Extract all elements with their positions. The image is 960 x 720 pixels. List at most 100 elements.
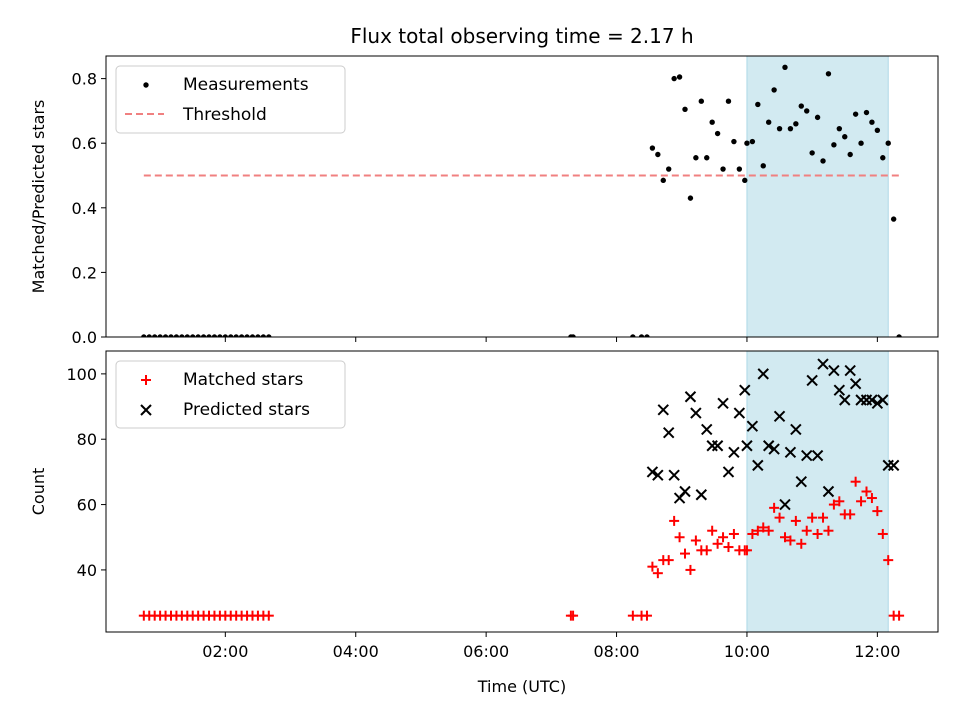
x-marker-b	[679, 485, 691, 498]
x-data-point	[833, 384, 846, 396]
x-marker-b	[652, 469, 664, 481]
x-data-point	[806, 374, 818, 387]
data-point	[755, 101, 761, 108]
data-point	[749, 138, 756, 145]
plus-data-point	[774, 512, 785, 523]
x-data-point	[663, 426, 675, 439]
plus-data-point	[685, 564, 696, 575]
data-point	[736, 166, 743, 172]
data-point	[704, 155, 710, 161]
plus-data-point	[627, 610, 638, 621]
x-data-point	[817, 358, 829, 370]
x-marker-b	[871, 397, 884, 409]
x-data-point	[779, 498, 791, 511]
plus-data-point	[641, 610, 652, 621]
data-point	[698, 98, 705, 104]
plus-data-point	[747, 528, 758, 539]
x-tick-label: 12:00	[854, 642, 900, 661]
data-point	[825, 71, 832, 77]
x-marker-b	[657, 404, 669, 416]
data-point	[863, 109, 870, 116]
data-point	[809, 150, 815, 156]
x-marker-b	[833, 384, 846, 396]
x-marker-b	[849, 377, 862, 390]
y-tick-label: 0.6	[72, 134, 97, 153]
plus-data-point	[872, 506, 883, 517]
data-point	[714, 130, 721, 137]
plus-data-point	[845, 509, 856, 520]
x-data-point	[822, 485, 835, 498]
x-marker-b	[690, 407, 702, 419]
x-marker-b	[795, 475, 807, 488]
axes-frame	[105, 350, 939, 633]
series-measurements	[141, 64, 902, 337]
data-point	[765, 119, 772, 125]
x-data-point	[849, 377, 862, 390]
plus-data-point	[680, 548, 691, 559]
plus-data-point	[834, 496, 845, 507]
x-data-point	[722, 466, 735, 478]
legend-plus-marker	[141, 375, 151, 385]
plus-data-point	[663, 555, 674, 566]
x-tick-label: 04:00	[333, 642, 379, 661]
data-point	[804, 108, 810, 114]
x-marker-b	[757, 368, 769, 380]
x-marker-b	[822, 485, 835, 498]
data-point	[666, 166, 672, 172]
x-marker-b	[817, 358, 829, 370]
axes-frame	[105, 55, 939, 338]
plus-data-point	[647, 561, 658, 572]
data-point	[260, 334, 267, 337]
x-marker-b	[784, 446, 797, 458]
plus-data-point	[807, 512, 818, 523]
data-point	[742, 177, 748, 184]
x-marker-b	[739, 384, 751, 396]
x-data-point	[752, 459, 764, 472]
data-point	[244, 334, 250, 337]
data-point	[771, 87, 777, 93]
plus-data-point	[652, 568, 663, 579]
plus-data-point	[763, 525, 774, 536]
data-point	[649, 145, 656, 151]
x-data-point	[717, 397, 729, 409]
x-data-point	[866, 394, 878, 406]
data-point	[151, 334, 158, 337]
y-tick-label: 0.4	[72, 199, 97, 218]
data-point	[644, 334, 650, 337]
x-marker-b	[762, 440, 775, 452]
data-point	[217, 334, 223, 337]
shaded-interval	[746, 56, 889, 337]
x-marker-b	[701, 423, 713, 436]
data-point	[836, 125, 843, 132]
x-marker-b	[806, 374, 818, 387]
data-point	[570, 334, 576, 337]
data-point	[682, 106, 688, 112]
legend-dot-marker	[143, 82, 149, 88]
plus-data-point	[877, 528, 888, 539]
data-point	[760, 163, 766, 169]
x-tick-label: 08:00	[593, 642, 639, 661]
legend-label: Matched stars	[183, 370, 303, 390]
x-marker-b	[668, 469, 680, 481]
data-point	[852, 111, 859, 117]
x-tick-label: 10:00	[724, 642, 770, 661]
data-point	[195, 334, 201, 337]
plus-data-point	[801, 525, 812, 536]
x-marker-b	[887, 459, 900, 472]
data-point	[744, 140, 750, 146]
y-tick-label: 100	[66, 365, 97, 384]
x-data-point	[839, 394, 851, 406]
data-point	[847, 151, 853, 158]
chart-title: Flux total observing time = 2.17 h	[350, 24, 693, 48]
data-point	[146, 334, 152, 337]
plus-data-point	[674, 532, 685, 543]
y-tick-label: 80	[77, 430, 97, 449]
data-point	[228, 334, 234, 337]
x-data-point	[877, 394, 889, 406]
data-point	[173, 334, 180, 337]
plus-data-point	[856, 496, 867, 507]
x-data-point	[762, 440, 775, 452]
x-tick-label: 02:00	[202, 642, 248, 661]
legend-label: Measurements	[183, 75, 309, 95]
